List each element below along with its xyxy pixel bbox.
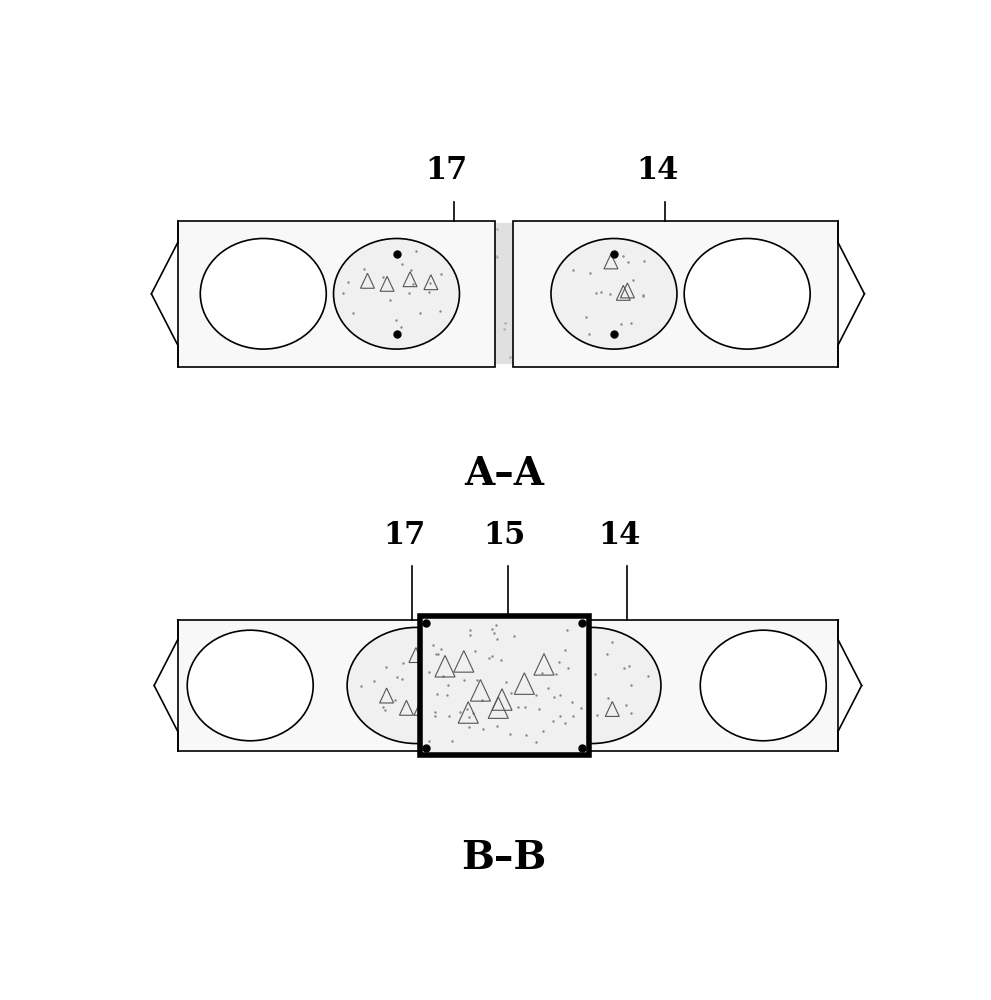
Ellipse shape	[200, 238, 326, 349]
Ellipse shape	[187, 630, 313, 741]
Text: A–A: A–A	[464, 455, 544, 493]
Bar	[419, 616, 589, 755]
Bar	[419, 616, 589, 755]
Bar	[513, 221, 838, 367]
Ellipse shape	[347, 627, 486, 744]
Ellipse shape	[334, 238, 460, 349]
Text: 17: 17	[384, 520, 425, 551]
Text: 14: 14	[636, 155, 679, 186]
Bar	[495, 223, 513, 364]
Ellipse shape	[522, 627, 661, 744]
Bar	[177, 221, 495, 367]
Text: 14: 14	[598, 520, 640, 551]
Ellipse shape	[551, 238, 677, 349]
Bar	[513, 221, 838, 367]
Bar	[177, 620, 838, 751]
Text: 17: 17	[425, 155, 468, 186]
Ellipse shape	[701, 630, 826, 741]
Ellipse shape	[684, 238, 811, 349]
Text: B–B: B–B	[462, 839, 547, 877]
Bar	[177, 221, 495, 367]
Text: 15: 15	[483, 520, 525, 551]
